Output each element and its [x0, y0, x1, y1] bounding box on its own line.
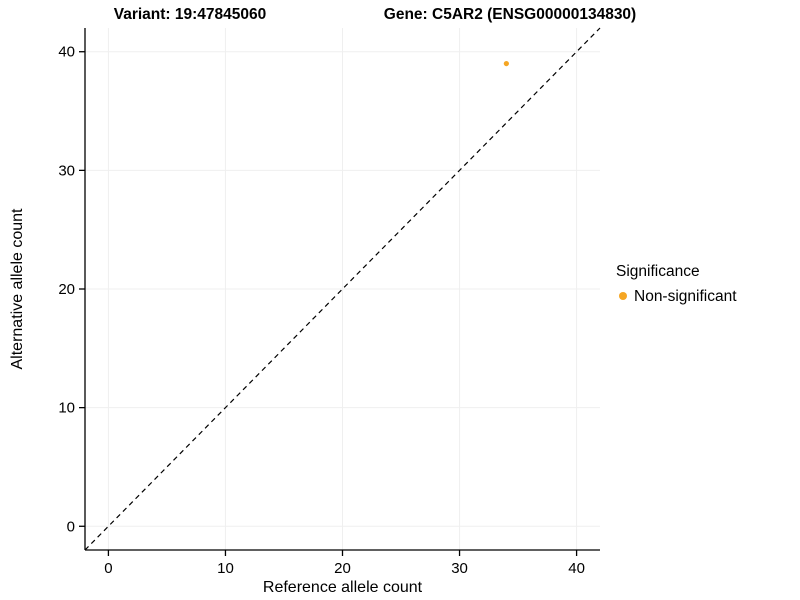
- y-tick-label: 0: [67, 518, 75, 535]
- legend-title: Significance: [616, 263, 700, 280]
- x-tick-label: 40: [568, 560, 585, 577]
- y-tick-label: 20: [58, 281, 75, 298]
- x-tick-label: 10: [217, 560, 234, 577]
- variant-title: Variant: 19:47845060: [114, 6, 267, 23]
- legend-key-icon: [619, 292, 627, 300]
- data-point: [503, 60, 509, 67]
- gene-title: Gene: C5AR2 (ENSG00000134830): [384, 6, 636, 23]
- y-tick-label: 10: [58, 400, 75, 417]
- x-tick-label: 20: [334, 560, 351, 577]
- x-tick-label: 0: [104, 560, 112, 577]
- y-axis-title: Alternative allele count: [9, 208, 26, 370]
- x-axis-title: Reference allele count: [263, 579, 423, 596]
- y-tick-label: 30: [58, 162, 75, 179]
- x-tick-label: 30: [451, 560, 468, 577]
- y-tick-label: 40: [58, 44, 75, 61]
- legend-item-label: Non-significant: [634, 288, 737, 305]
